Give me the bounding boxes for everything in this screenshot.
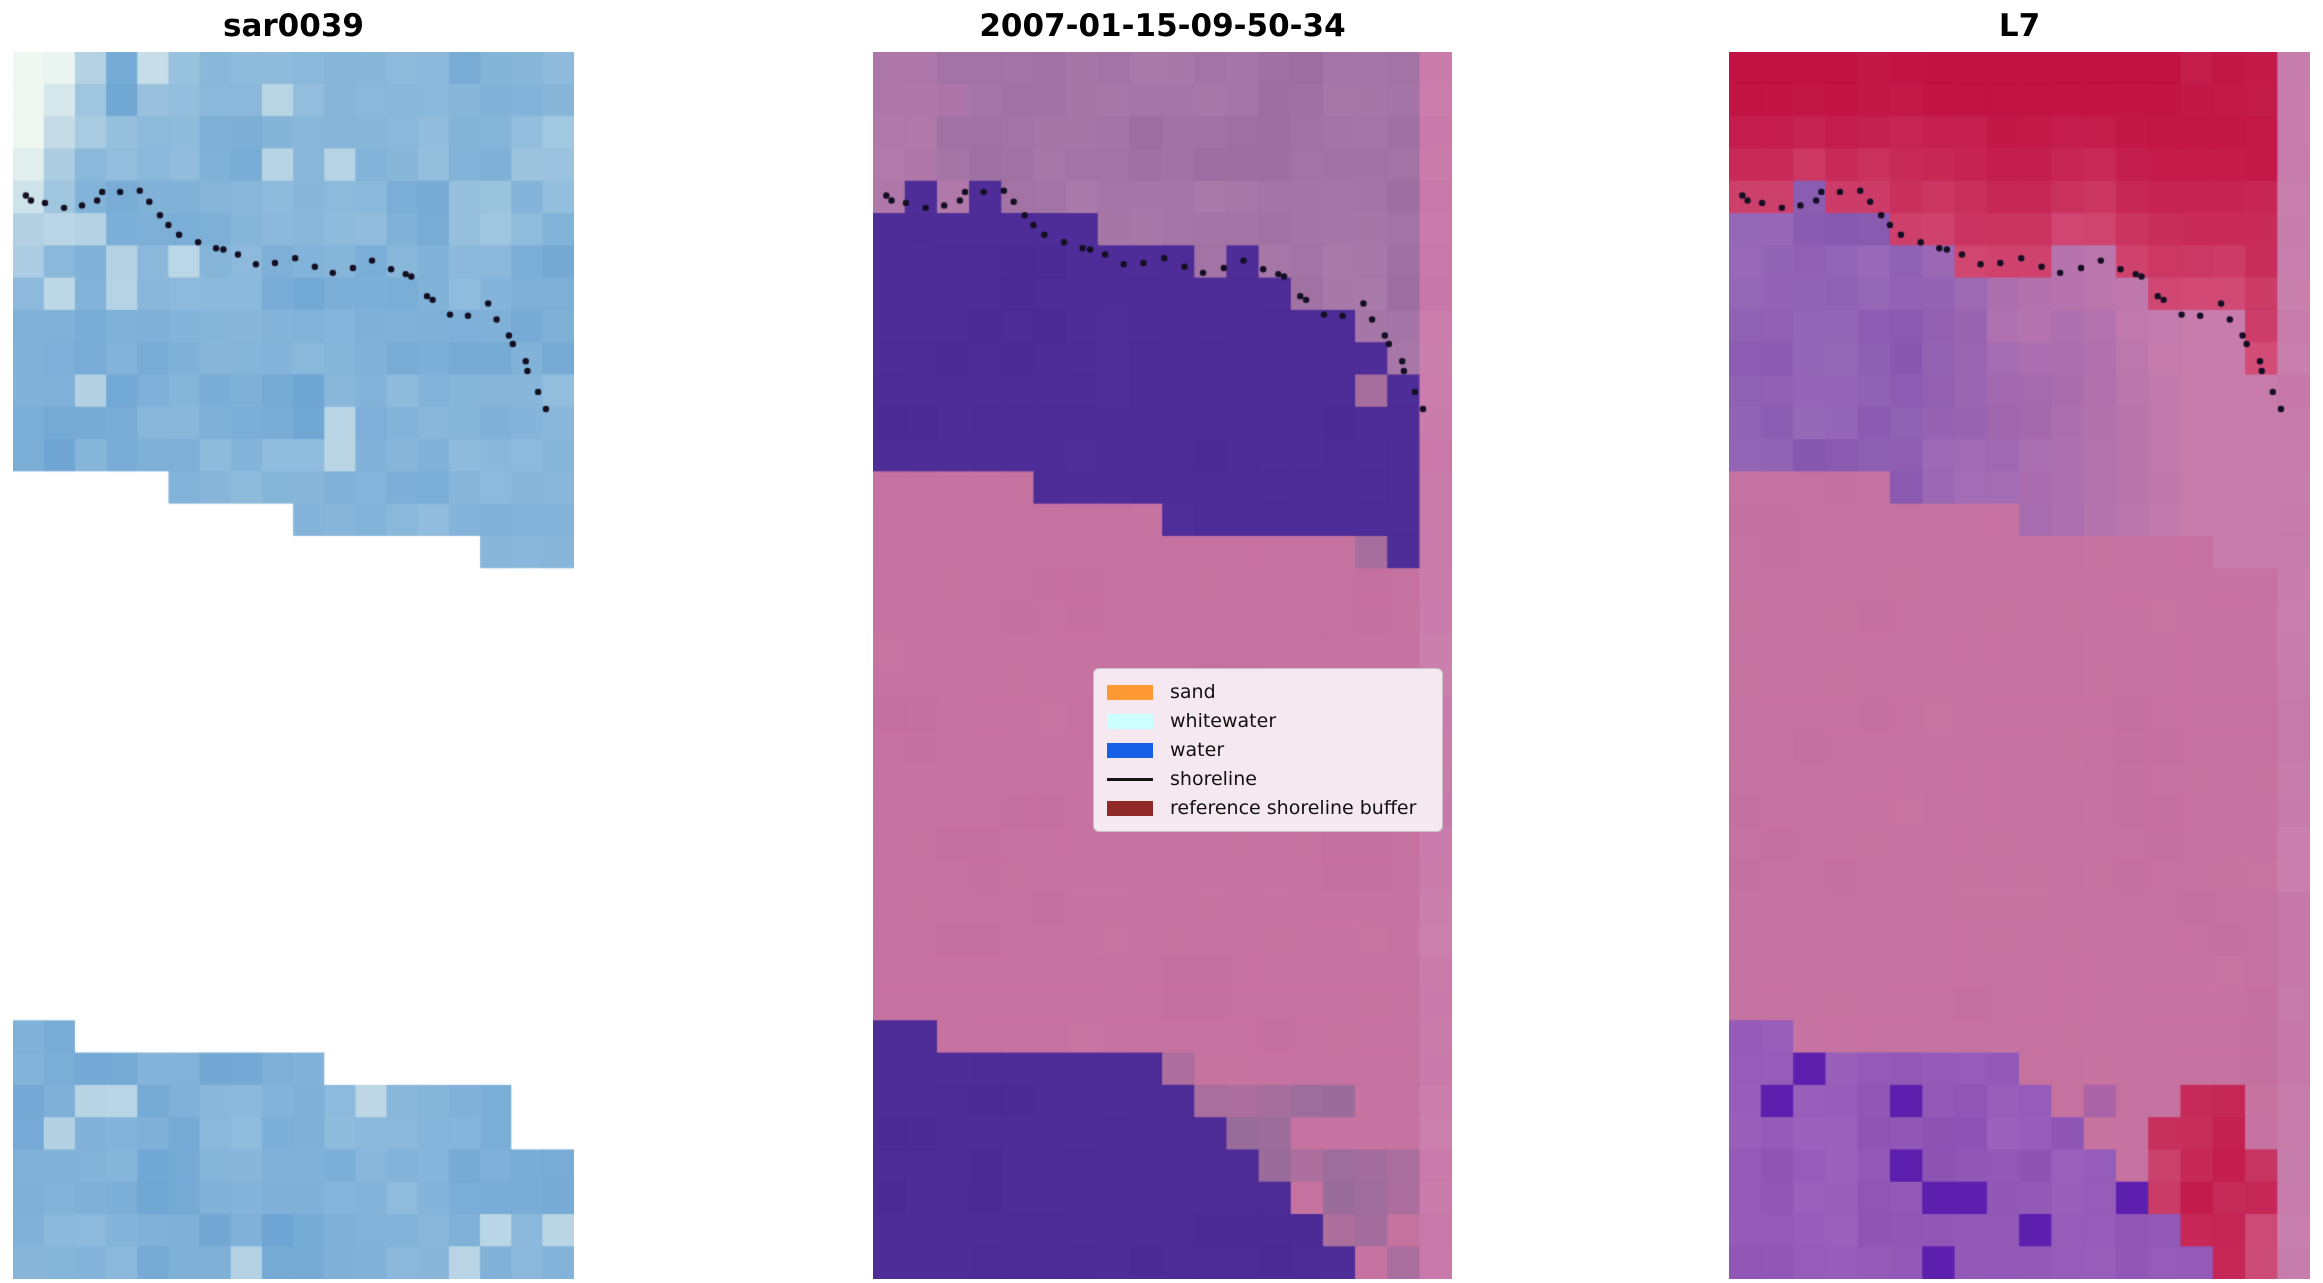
legend-entry-shoreline: shoreline bbox=[1107, 765, 1429, 793]
legend-entry-reference-shoreline-buffer: reference shoreline buffer bbox=[1107, 794, 1429, 822]
legend-swatch-sand-patch bbox=[1107, 684, 1153, 700]
legend-swatch-reference-shoreline-buffer-patch bbox=[1107, 800, 1153, 816]
panel-title-sar: sar0039 bbox=[223, 8, 364, 44]
legend-swatch-water-patch bbox=[1107, 742, 1153, 758]
legend-swatch-shoreline-line bbox=[1107, 777, 1153, 781]
panel-title-date: 2007-01-15-09-50-34 bbox=[979, 8, 1346, 44]
l7-image-panel bbox=[1729, 52, 2310, 1279]
legend-label: reference shoreline buffer bbox=[1170, 797, 1417, 819]
legend: sand whitewater water shoreline reference sh… bbox=[1093, 668, 1443, 832]
legend-label: whitewater bbox=[1170, 710, 1277, 732]
legend-label: water bbox=[1170, 739, 1225, 761]
legend-entry-sand: sand bbox=[1107, 678, 1429, 706]
sar-image-panel bbox=[13, 52, 574, 1279]
classification-image-panel bbox=[873, 52, 1452, 1279]
legend-label: sand bbox=[1170, 681, 1216, 703]
legend-entry-whitewater: whitewater bbox=[1107, 707, 1429, 735]
legend-entry-water: water bbox=[1107, 736, 1429, 764]
panel-title-l7: L7 bbox=[1998, 8, 2041, 44]
legend-label: shoreline bbox=[1170, 768, 1257, 790]
legend-swatch-whitewater-patch bbox=[1107, 713, 1153, 729]
